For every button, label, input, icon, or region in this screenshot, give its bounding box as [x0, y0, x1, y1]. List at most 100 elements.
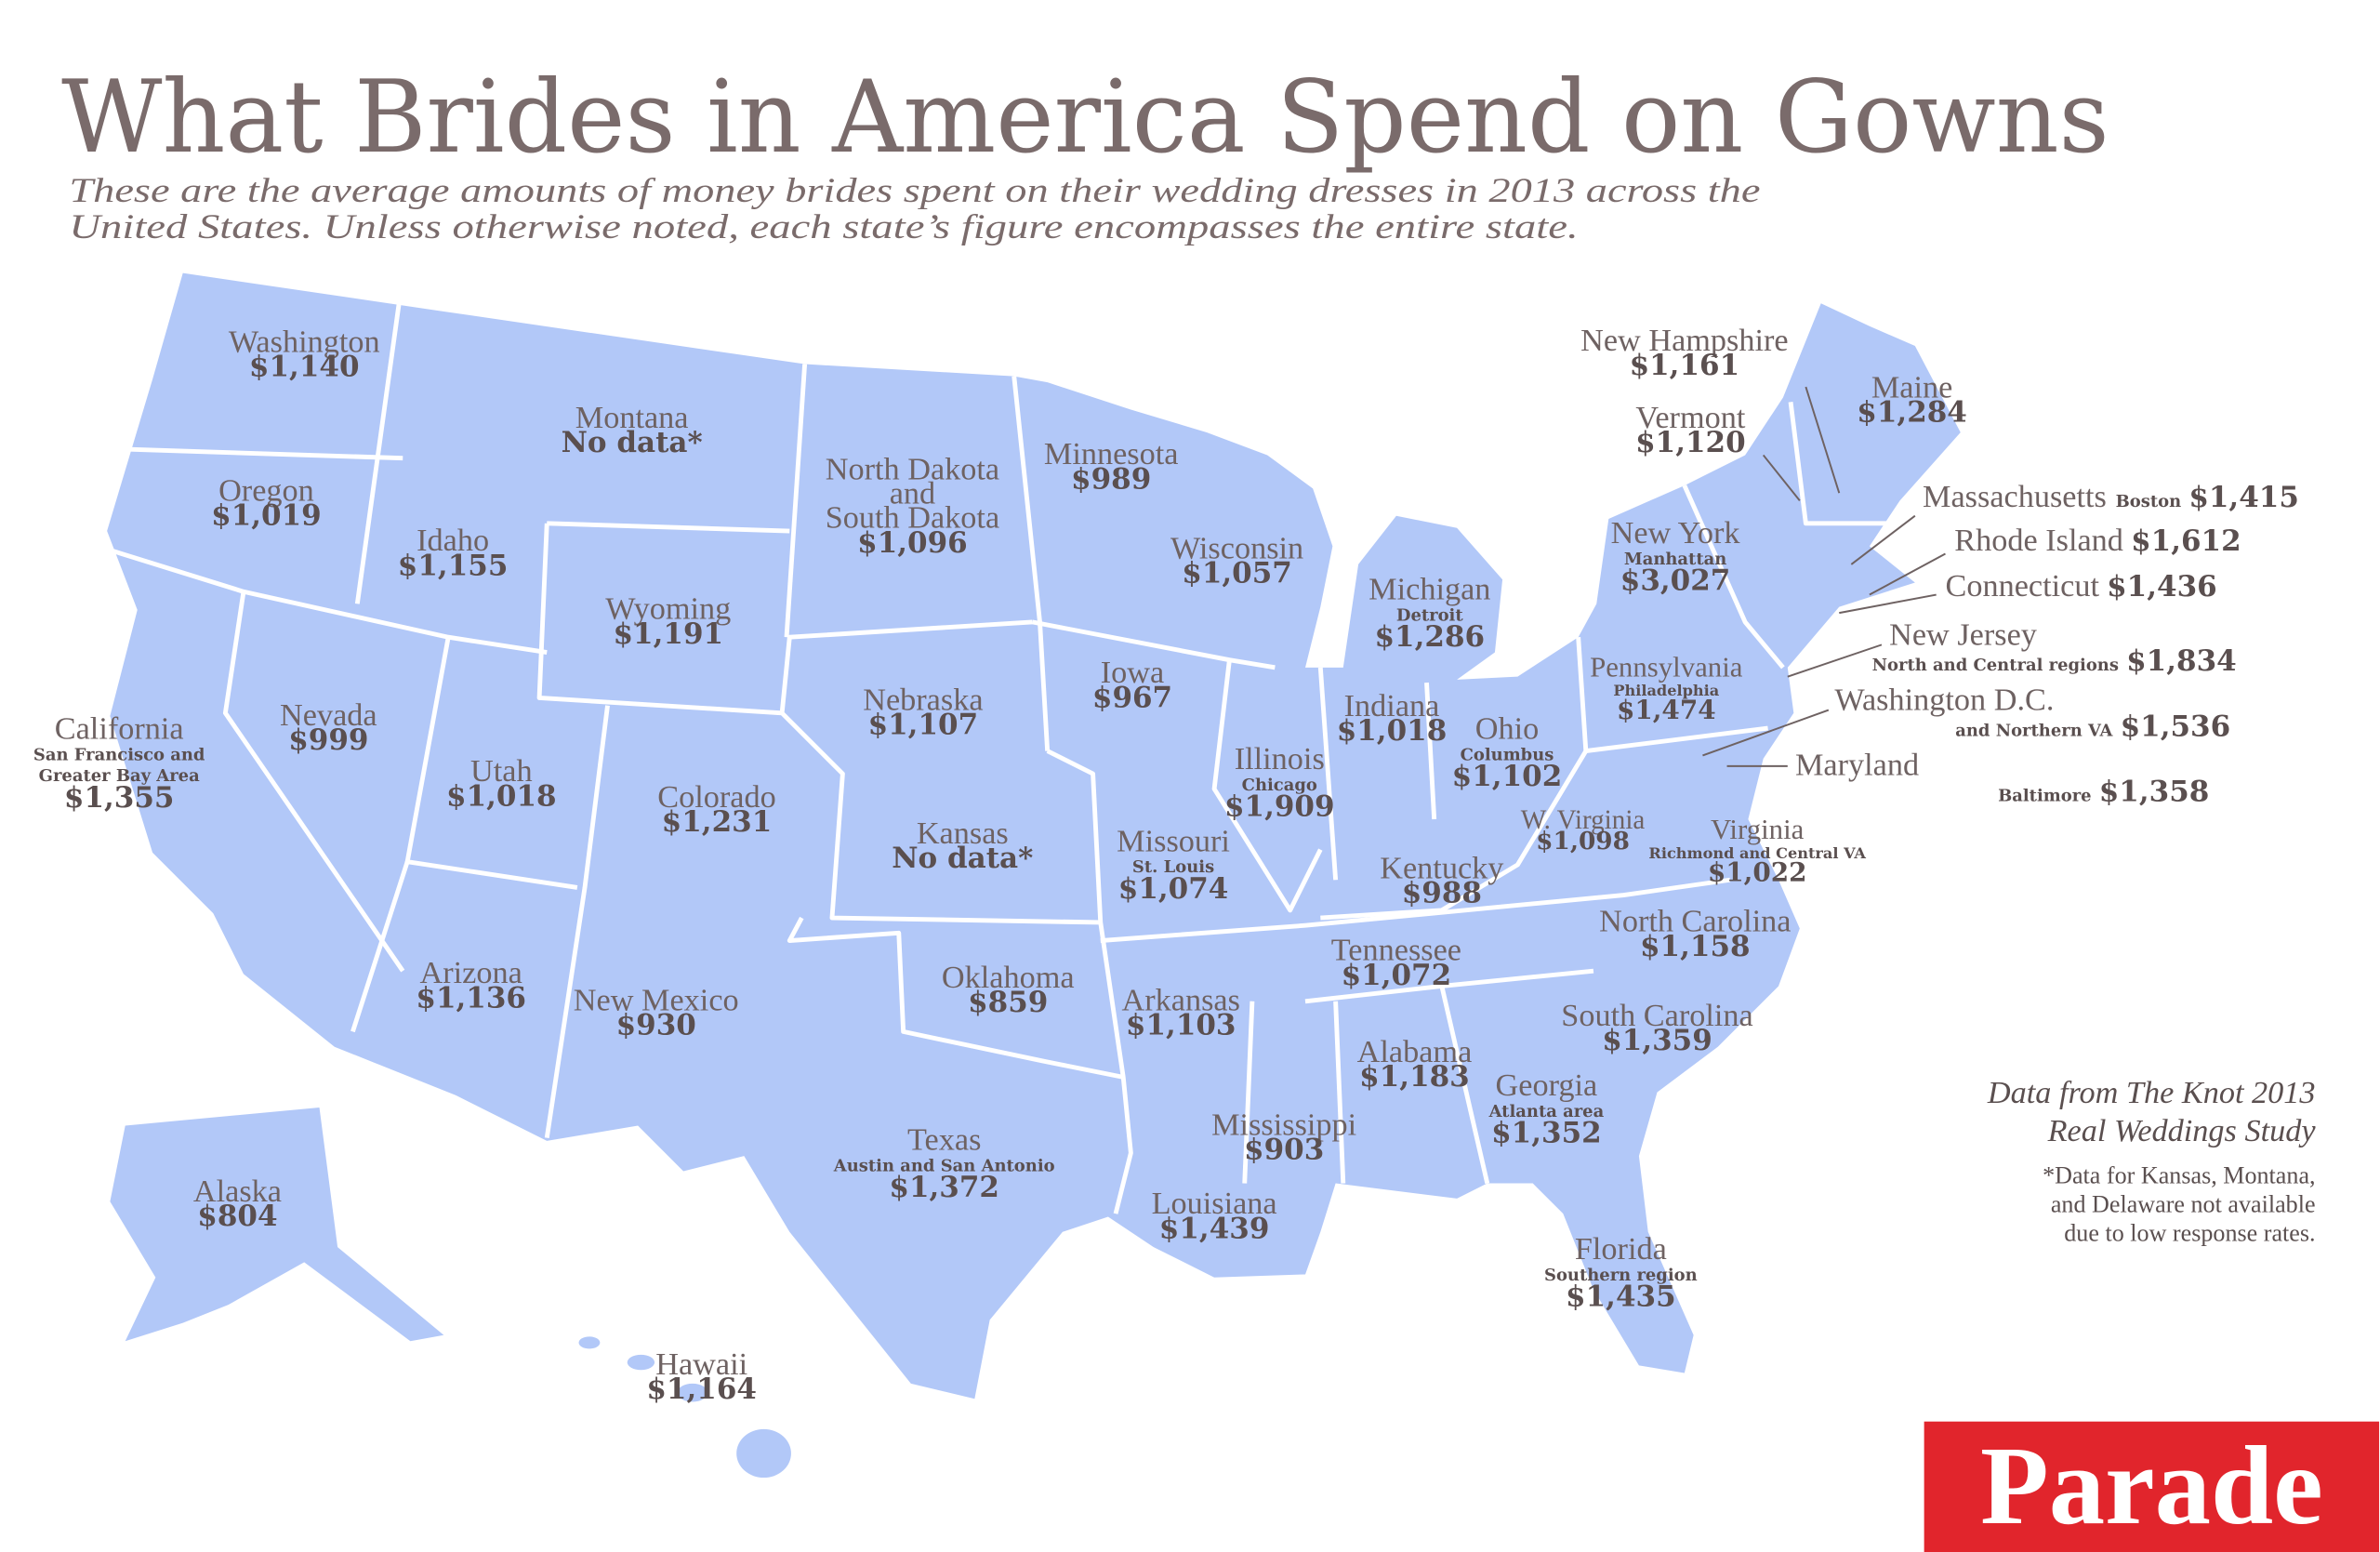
state-value: $1,183	[1359, 1060, 1470, 1094]
state-value: $859	[968, 986, 1048, 1019]
state-value: $1,158	[1640, 930, 1751, 963]
state-name: Iowa	[1101, 655, 1164, 690]
state-name: Vermont	[1635, 400, 1745, 435]
title: What Brides in America Spend on Gowns	[61, 60, 2109, 176]
callout-note: North and Central regions	[1872, 656, 2119, 675]
state-value: $3,027	[1620, 564, 1731, 598]
callout-value: $1,358	[2099, 775, 2210, 808]
state-name: South Dakota	[826, 500, 999, 536]
state-label: New Hampshire$1,161	[1580, 323, 1789, 382]
state-note: Manhattan	[1624, 550, 1726, 569]
state-label: Nebraska$1,107	[863, 683, 983, 742]
state-name: South Carolina	[1561, 998, 1752, 1033]
callout-value: $1,834	[2126, 644, 2237, 678]
callout-name: Washington D.C.	[1834, 683, 2054, 718]
state-name: Kansas	[917, 816, 1009, 851]
state-value: $1,107	[868, 709, 979, 742]
state-note: Richmond and Central VA	[1648, 844, 1866, 862]
state-label: North Carolina$1,158	[1599, 904, 1791, 963]
hawaii	[578, 1336, 791, 1479]
state-value: $1,231	[662, 805, 773, 839]
state-name: Oregon	[218, 472, 314, 508]
state-label: Wisconsin$1,057	[1170, 530, 1303, 590]
state-name: Minnesota	[1044, 436, 1179, 471]
state-label: Colorado$1,231	[657, 779, 775, 839]
state-value: $1,098	[1536, 827, 1630, 856]
state-name: Wisconsin	[1170, 530, 1303, 565]
callout-value: $1,436	[2107, 570, 2217, 604]
state-name: Missouri	[1117, 823, 1230, 858]
state-name: Arkansas	[1121, 983, 1239, 1018]
callout: Rhode Island $1,612	[1954, 523, 2241, 558]
state-name: Wyoming	[605, 591, 731, 627]
state-value: $1,155	[398, 549, 509, 582]
state-labels: Washington$1,140 Oregon$1,019 Idaho$1,155 M…	[33, 323, 2299, 1406]
state-name: California	[55, 711, 184, 747]
callout-name: Rhode Island	[1954, 523, 2123, 558]
callout-value: $1,612	[2131, 524, 2241, 558]
callout: Massachusetts Boston $1,415	[1923, 479, 2299, 514]
callout: North and Central regions $1,834	[1872, 644, 2237, 678]
state-name: Mississippi	[1211, 1107, 1356, 1142]
state-value: $1,136	[416, 981, 526, 1015]
state-name: Florida	[1575, 1231, 1667, 1267]
state-label: South Carolina$1,359	[1561, 998, 1752, 1057]
state-value: $903	[1244, 1133, 1324, 1166]
logo: Parade	[1980, 1424, 2323, 1548]
map-shapes	[106, 272, 1961, 1479]
state-name: Alaska	[193, 1174, 282, 1209]
state-borders	[106, 275, 1912, 1214]
state-note: Austin and San Antonio	[833, 1156, 1055, 1175]
state-value: $1,909	[1224, 790, 1335, 824]
state-value: $1,359	[1602, 1024, 1712, 1057]
state-value: $1,019	[211, 498, 322, 532]
state-label: Hawaii$1,164	[646, 1346, 757, 1406]
state-name: Louisiana	[1152, 1186, 1277, 1221]
callout-name: Connecticut	[1945, 568, 2099, 604]
leader-line	[1839, 593, 1937, 615]
callout: Baltimore $1,358	[1998, 775, 2209, 808]
callout-name: Massachusetts	[1923, 479, 2107, 514]
state-note: Southern region	[1544, 1266, 1698, 1285]
state-name: New York	[1611, 515, 1741, 550]
leader-lines	[1702, 386, 1946, 767]
callout: and Northern VA $1,536	[1955, 710, 2230, 743]
state-value: No data*	[892, 842, 1033, 875]
state-value: $1,057	[1182, 556, 1292, 590]
state-label: Oklahoma$859	[942, 960, 1075, 1019]
state-name: North Carolina	[1599, 904, 1791, 939]
state-name: Nevada	[280, 697, 377, 733]
state-name: Maine	[1871, 369, 1952, 405]
callout-note: and Northern VA	[1955, 721, 2113, 740]
state-name: New Hampshire	[1580, 323, 1789, 358]
callout-name: New Jersey	[1889, 617, 2037, 652]
state-value: $1,096	[857, 526, 968, 560]
state-value: $1,355	[64, 781, 175, 815]
source-note: and Delaware not available	[2051, 1191, 2316, 1218]
state-note: Columbus	[1461, 745, 1554, 764]
state-value: $988	[1402, 877, 1482, 910]
state-name: Tennessee	[1331, 933, 1461, 968]
state-label: Tennessee$1,072	[1331, 933, 1461, 992]
state-name: North Dakota	[826, 452, 999, 487]
state-name: W. Virginia	[1521, 805, 1646, 835]
leader-line	[1702, 709, 1830, 757]
state-label: Indiana$1,018	[1337, 688, 1448, 748]
state-value: $804	[197, 1200, 277, 1233]
state-value: $1,191	[613, 617, 723, 651]
state-value: $989	[1071, 462, 1151, 496]
state-label: Iowa$967	[1092, 655, 1172, 714]
state-value: $1,018	[1337, 714, 1448, 748]
